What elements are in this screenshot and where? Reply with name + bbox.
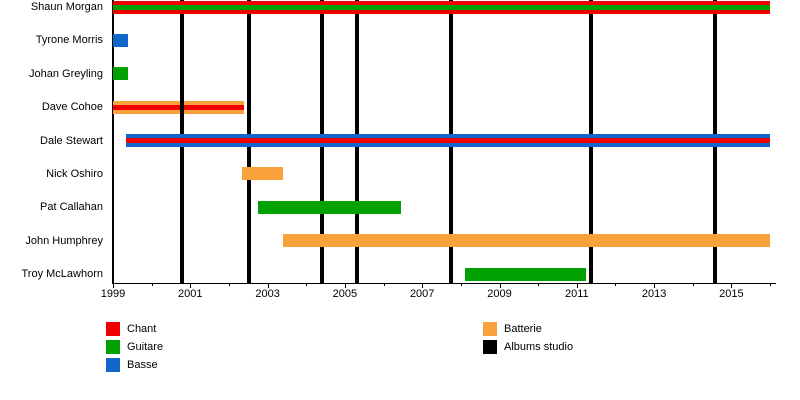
x-major-tick xyxy=(499,283,501,288)
x-minor-tick xyxy=(770,283,772,286)
y-axis-spine xyxy=(112,0,114,283)
member-bar xyxy=(125,134,771,147)
member-label: Dave Cohoe xyxy=(41,101,103,114)
x-major-tick xyxy=(576,283,578,288)
legend-label: Chant xyxy=(127,323,157,335)
legend-swatch-batterie xyxy=(483,322,497,336)
x-major-tick xyxy=(113,283,114,288)
legend-swatch-albums-studio xyxy=(483,340,497,354)
member-label: Nick Oshiro xyxy=(46,167,103,180)
x-tick-label: 2005 xyxy=(332,288,358,300)
member-label: Pat Callahan xyxy=(40,201,103,214)
x-minor-tick xyxy=(460,283,462,286)
x-tick-label: 2015 xyxy=(719,288,744,300)
x-major-tick xyxy=(190,283,192,288)
x-major-tick xyxy=(344,283,346,288)
member-bar xyxy=(113,33,129,47)
member-bar xyxy=(113,100,245,114)
x-major-tick xyxy=(654,283,656,288)
member-bar xyxy=(242,167,284,181)
x-tick-label: 2007 xyxy=(409,288,435,300)
x-tick-label: 2001 xyxy=(178,288,203,300)
member-label: John Humphrey xyxy=(25,234,103,247)
x-minor-tick xyxy=(383,283,385,286)
member-label: Johan Greyling xyxy=(29,67,103,80)
x-tick-label: 2009 xyxy=(487,288,512,300)
x-tick-label: 1999 xyxy=(100,288,126,300)
x-minor-tick xyxy=(538,283,540,286)
x-major-tick xyxy=(267,283,269,288)
legend-swatch-chant xyxy=(106,322,120,336)
legend-label: Basse xyxy=(127,359,158,371)
member-bar xyxy=(113,67,129,81)
member-label: Tyrone Morris xyxy=(35,34,103,47)
member-label: Troy McLawhorn xyxy=(21,268,103,280)
legend-label: Guitare xyxy=(127,341,164,353)
x-axis-spine xyxy=(112,283,776,284)
x-minor-tick xyxy=(692,283,694,286)
x-tick-label: 2003 xyxy=(255,288,280,300)
legend-label: Batterie xyxy=(504,323,542,335)
x-tick-label: 2013 xyxy=(641,288,667,300)
x-minor-tick xyxy=(615,283,617,286)
member-bar xyxy=(283,234,771,248)
x-minor-tick xyxy=(151,283,153,286)
x-major-tick xyxy=(422,283,424,288)
x-major-tick xyxy=(731,283,733,288)
member-label: Dale Stewart xyxy=(40,134,103,147)
member-bar xyxy=(464,267,587,281)
x-minor-tick xyxy=(228,283,230,286)
x-minor-tick xyxy=(306,283,308,286)
member-label: Shaun Morgan xyxy=(30,1,103,13)
member-bar xyxy=(257,200,401,214)
member-bar xyxy=(113,0,771,14)
legend-label: Albums studio xyxy=(504,341,574,353)
legend-swatch-basse xyxy=(106,358,120,372)
legend-swatch-guitare xyxy=(106,340,120,354)
x-tick-label: 2011 xyxy=(564,288,589,300)
